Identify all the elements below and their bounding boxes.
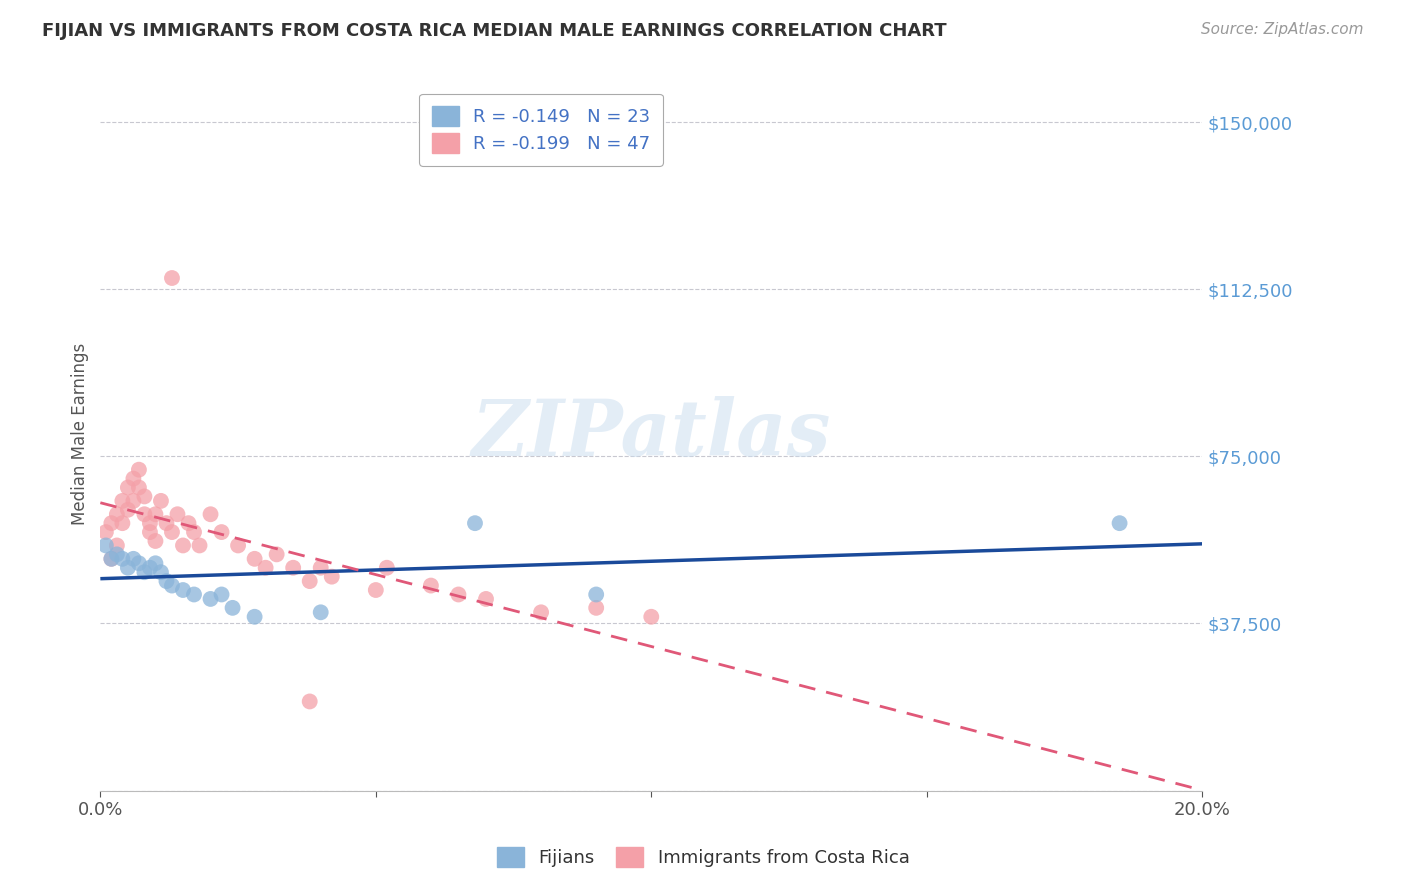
Point	[128, 463, 150, 477]
Point	[200, 508, 222, 522]
Point	[183, 525, 205, 540]
Point	[94, 538, 117, 552]
Text: Source: ZipAtlas.com: Source: ZipAtlas.com	[1201, 22, 1364, 37]
Point	[117, 560, 139, 574]
Point	[145, 556, 167, 570]
Point	[145, 533, 167, 548]
Point	[447, 587, 470, 601]
Point	[419, 578, 441, 592]
Point	[221, 600, 243, 615]
Point	[111, 494, 134, 508]
Point	[134, 490, 156, 504]
Point	[211, 525, 233, 540]
Point	[475, 591, 498, 606]
Point	[155, 574, 177, 588]
Point	[298, 574, 321, 588]
Point	[139, 560, 162, 574]
Point	[1108, 516, 1130, 531]
Point	[122, 551, 145, 566]
Y-axis label: Median Male Earnings: Median Male Earnings	[72, 343, 89, 525]
Point	[128, 556, 150, 570]
Point	[117, 503, 139, 517]
Text: FIJIAN VS IMMIGRANTS FROM COSTA RICA MEDIAN MALE EARNINGS CORRELATION CHART: FIJIAN VS IMMIGRANTS FROM COSTA RICA MED…	[42, 22, 946, 40]
Point	[134, 508, 156, 522]
Point	[100, 516, 122, 531]
Point	[464, 516, 486, 531]
Point	[105, 547, 128, 561]
Point	[111, 551, 134, 566]
Point	[128, 481, 150, 495]
Point	[149, 565, 172, 579]
Point	[183, 587, 205, 601]
Point	[298, 694, 321, 708]
Point	[134, 565, 156, 579]
Point	[105, 538, 128, 552]
Point	[105, 508, 128, 522]
Point	[266, 547, 288, 561]
Point	[530, 605, 553, 619]
Point	[200, 591, 222, 606]
Point	[94, 525, 117, 540]
Point	[364, 582, 387, 597]
Legend: R = -0.149   N = 23, R = -0.199   N = 47: R = -0.149 N = 23, R = -0.199 N = 47	[419, 94, 664, 166]
Point	[226, 538, 249, 552]
Point	[149, 494, 172, 508]
Point	[243, 609, 266, 624]
Point	[111, 516, 134, 531]
Point	[139, 525, 162, 540]
Point	[254, 560, 277, 574]
Point	[309, 560, 332, 574]
Point	[585, 600, 607, 615]
Point	[211, 587, 233, 601]
Point	[122, 494, 145, 508]
Point	[155, 516, 177, 531]
Point	[640, 609, 662, 624]
Point	[139, 516, 162, 531]
Point	[585, 587, 607, 601]
Point	[172, 538, 194, 552]
Point	[145, 508, 167, 522]
Point	[375, 560, 398, 574]
Point	[100, 551, 122, 566]
Point	[283, 560, 305, 574]
Point	[177, 516, 200, 531]
Point	[160, 525, 183, 540]
Point	[160, 271, 183, 285]
Text: ZIPatlas: ZIPatlas	[471, 396, 831, 472]
Point	[117, 481, 139, 495]
Point	[188, 538, 211, 552]
Point	[172, 582, 194, 597]
Legend: Fijians, Immigrants from Costa Rica: Fijians, Immigrants from Costa Rica	[489, 839, 917, 874]
Point	[166, 508, 188, 522]
Point	[243, 551, 266, 566]
Point	[309, 605, 332, 619]
Point	[160, 578, 183, 592]
Point	[100, 551, 122, 566]
Point	[122, 472, 145, 486]
Point	[321, 569, 343, 583]
